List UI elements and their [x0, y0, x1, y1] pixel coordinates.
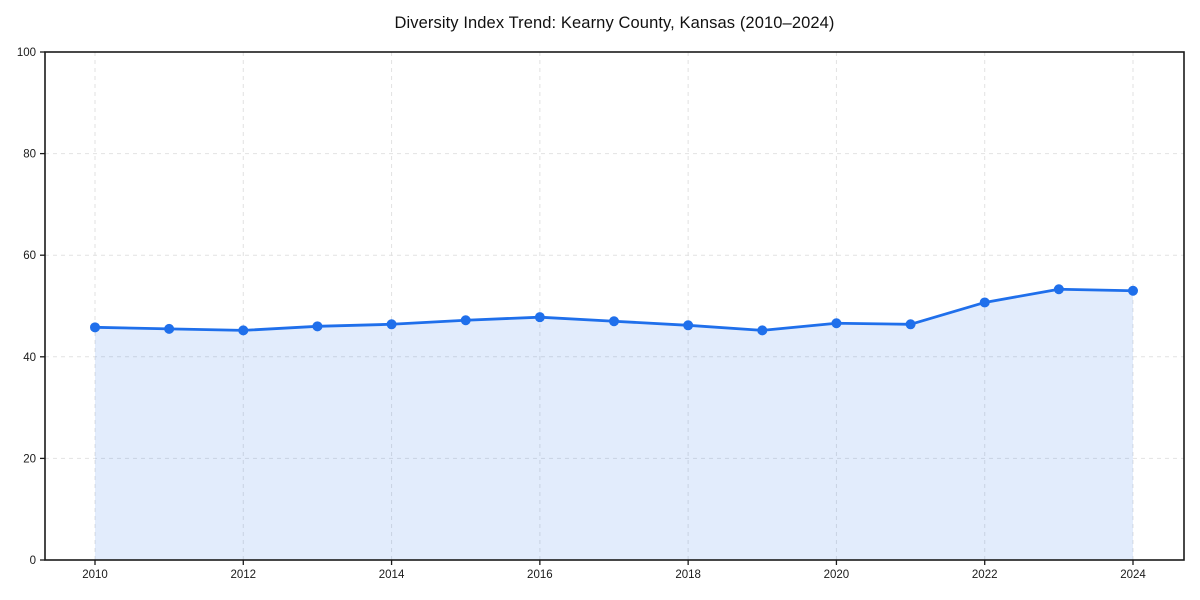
x-tick-label: 2024	[1120, 569, 1146, 581]
data-point	[90, 322, 100, 333]
y-tick-label: 0	[30, 555, 36, 567]
data-point	[460, 315, 471, 326]
y-tick-label: 20	[23, 453, 36, 465]
area-fill	[95, 289, 1133, 560]
x-tick-label: 2010	[82, 569, 108, 581]
axis-spine	[44, 51, 1185, 561]
y-tick-label: 40	[23, 352, 36, 364]
data-point	[238, 325, 249, 336]
y-tick-label: 60	[23, 250, 36, 262]
chart-title: Diversity Index Trend: Kearny County, Ka…	[394, 14, 835, 32]
y-tick-label: 100	[17, 47, 36, 59]
y-tick-label: 80	[23, 149, 36, 161]
data-point	[534, 312, 545, 323]
data-point	[609, 316, 619, 327]
data-point	[757, 325, 768, 336]
x-tick-label: 2018	[675, 569, 701, 581]
data-point	[312, 321, 323, 332]
data-point	[164, 323, 175, 334]
data-point	[831, 318, 842, 329]
x-tick-label: 2022	[972, 569, 998, 581]
x-tick-label: 2016	[527, 569, 553, 581]
data-point	[1053, 284, 1064, 295]
data-point	[386, 319, 397, 330]
x-tick-label: 2014	[379, 569, 405, 581]
data-point	[905, 319, 916, 330]
x-tick-label: 2020	[824, 569, 850, 581]
data-point	[1128, 285, 1138, 296]
data-point	[979, 297, 990, 308]
data-point	[683, 320, 694, 331]
x-tick-label: 2012	[230, 569, 256, 581]
